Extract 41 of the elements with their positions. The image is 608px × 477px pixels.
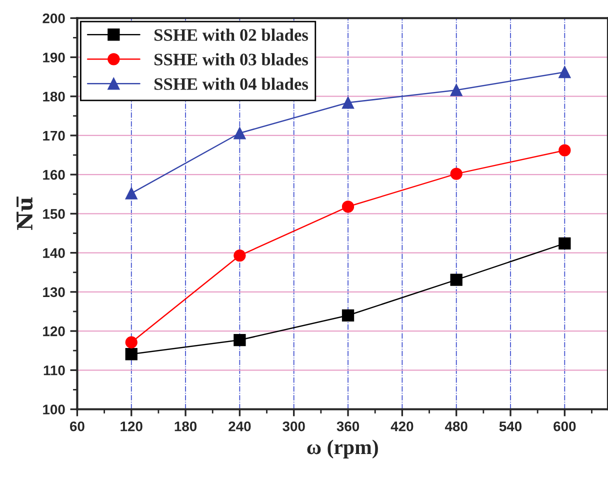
point xyxy=(558,66,571,78)
point xyxy=(450,168,462,180)
point xyxy=(342,96,354,109)
x-tick-label: 420 xyxy=(390,421,414,432)
point xyxy=(558,237,571,250)
x-tick-label: 360 xyxy=(336,421,360,432)
x-tick-label: 300 xyxy=(282,421,305,432)
y-tick-label: 180 xyxy=(43,92,65,102)
legend-label: SSHE with 03 blades xyxy=(154,53,308,66)
x-tick-label: 180 xyxy=(174,421,197,432)
y-tick-label: 110 xyxy=(44,365,65,376)
point xyxy=(342,200,354,213)
point xyxy=(450,274,462,286)
x-tick-label: 60 xyxy=(70,421,84,432)
y-tick-label: 190 xyxy=(43,52,65,62)
y-tick-label: 140 xyxy=(43,248,65,258)
legend-label: SSHE with 02 blades xyxy=(154,28,308,41)
y-tick-label: 150 xyxy=(43,209,65,219)
point xyxy=(125,348,138,360)
point xyxy=(125,336,138,348)
point xyxy=(558,144,571,156)
x-axis-title: ω (rpm) xyxy=(307,440,378,458)
x-tick-label: 540 xyxy=(499,421,522,432)
y-tick-label: 200 xyxy=(42,13,65,24)
legend-label: SSHE with 04 blades xyxy=(154,78,308,90)
point xyxy=(234,334,246,346)
y-tick-label: 130 xyxy=(43,287,65,298)
point xyxy=(234,249,246,262)
x-tick-label: 240 xyxy=(228,421,251,432)
x-tick-label: 600 xyxy=(554,421,576,432)
point xyxy=(450,84,462,96)
y-axis-title: N̅u̅ xyxy=(16,196,33,230)
x-tick-label: 120 xyxy=(120,421,142,432)
y-tick-label: 170 xyxy=(43,130,65,141)
point xyxy=(234,127,246,140)
point xyxy=(125,187,138,200)
y-tick-label: 120 xyxy=(43,326,65,336)
y-tick-label: 100 xyxy=(43,404,65,414)
point xyxy=(342,309,354,322)
x-tick-label: 480 xyxy=(444,421,468,432)
y-tick-label: 160 xyxy=(43,170,65,180)
